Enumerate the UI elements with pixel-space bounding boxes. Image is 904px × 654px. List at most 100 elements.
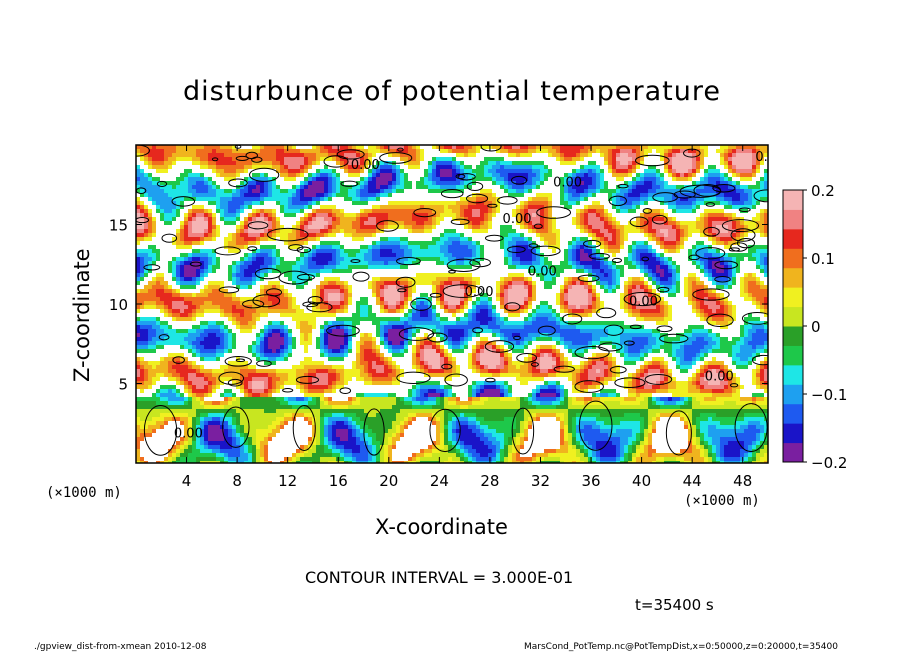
heatmap-cell: [468, 229, 473, 234]
heatmap-cell: [244, 161, 249, 166]
heatmap-cell: [704, 185, 709, 190]
heatmap-cell: [668, 261, 673, 266]
heatmap-cell: [556, 237, 561, 242]
heatmap-cell: [204, 229, 209, 234]
heatmap-cell: [340, 201, 345, 206]
heatmap-cell: [220, 149, 225, 154]
heatmap-cell: [740, 149, 745, 154]
heatmap-cell: [208, 189, 213, 194]
heatmap-cell: [484, 265, 489, 270]
heatmap-cell: [720, 257, 725, 262]
heatmap-cell: [584, 209, 589, 214]
heatmap-cell: [600, 197, 605, 202]
heatmap-cell: [412, 169, 417, 174]
heatmap-cell: [520, 229, 525, 234]
heatmap-cell: [480, 165, 485, 170]
heatmap-cell: [532, 193, 537, 198]
heatmap-cell: [764, 153, 768, 158]
heatmap-cell: [700, 153, 705, 158]
heatmap-cell: [184, 165, 189, 170]
heatmap-cell: [688, 209, 693, 214]
heatmap-cell: [580, 265, 585, 270]
heatmap-cell: [468, 185, 473, 190]
heatmap-cell: [372, 197, 377, 202]
heatmap-cell: [212, 261, 217, 266]
heatmap-cell: [628, 161, 633, 166]
heatmap-cell: [212, 165, 217, 170]
heatmap-cell: [300, 221, 305, 226]
heatmap-cell: [556, 165, 561, 170]
heatmap-cell: [732, 197, 737, 202]
heatmap-cell: [720, 213, 725, 218]
heatmap-cell: [496, 149, 501, 154]
heatmap-cell: [420, 213, 425, 218]
heatmap-cell: [192, 157, 197, 162]
heatmap-cell: [692, 249, 697, 254]
heatmap-cell: [272, 153, 277, 158]
heatmap-cell: [152, 257, 157, 262]
heatmap-cell: [620, 153, 625, 158]
heatmap-cell: [356, 217, 361, 222]
heatmap-cell: [528, 169, 533, 174]
heatmap-cell: [452, 185, 457, 190]
heatmap-cell: [528, 193, 533, 198]
heatmap-cell: [396, 185, 401, 190]
heatmap-cell: [492, 221, 497, 226]
heatmap-cell: [588, 161, 593, 166]
heatmap-cell: [760, 169, 765, 174]
heatmap-cell: [308, 157, 313, 162]
heatmap-cell: [524, 237, 529, 242]
heatmap-cell: [184, 153, 189, 158]
heatmap-cell: [292, 157, 297, 162]
heatmap-cell: [416, 233, 421, 238]
heatmap-cell: [196, 233, 201, 238]
heatmap-cell: [684, 249, 689, 254]
heatmap-cell: [500, 245, 505, 250]
heatmap-cell: [304, 225, 309, 230]
heatmap-cell: [456, 145, 461, 150]
heatmap-cell: [544, 181, 549, 186]
heatmap-cell: [764, 229, 768, 234]
heatmap-cell: [284, 217, 289, 222]
heatmap-cell: [140, 265, 145, 270]
heatmap-cell: [424, 169, 429, 174]
heatmap-cell: [556, 249, 561, 254]
heatmap-cell: [560, 257, 565, 262]
heatmap-cell: [324, 233, 329, 238]
heatmap-cell: [684, 149, 689, 154]
heatmap-cell: [172, 245, 177, 250]
heatmap-cell: [140, 201, 145, 206]
heatmap-cell: [552, 249, 557, 254]
heatmap-cell: [484, 217, 489, 222]
heatmap-cell: [148, 233, 153, 238]
heatmap-cell: [212, 225, 217, 230]
heatmap-cell: [520, 201, 525, 206]
heatmap-cell: [396, 197, 401, 202]
heatmap-cell: [136, 269, 141, 274]
heatmap-cell: [584, 245, 589, 250]
heatmap-cell: [452, 237, 457, 242]
heatmap-cell: [184, 173, 189, 178]
heatmap-cell: [352, 201, 357, 206]
heatmap-cell: [756, 217, 761, 222]
heatmap-cell: [448, 165, 453, 170]
heatmap-cell: [240, 265, 245, 270]
heatmap-cell: [336, 217, 341, 222]
heatmap-cell: [548, 261, 553, 266]
heatmap-cell: [308, 209, 313, 214]
heatmap-cell: [636, 253, 641, 258]
heatmap-cell: [604, 249, 609, 254]
heatmap-cell: [652, 225, 657, 230]
heatmap-cell: [136, 213, 141, 218]
heatmap-cell: [736, 209, 741, 214]
heatmap-cell: [728, 261, 733, 266]
heatmap-cell: [192, 177, 197, 182]
heatmap-cell: [584, 173, 589, 178]
heatmap-cell: [736, 185, 741, 190]
heatmap-cell: [620, 221, 625, 226]
heatmap-cell: [176, 257, 181, 262]
heatmap-cell: [192, 169, 197, 174]
heatmap-cell: [612, 193, 617, 198]
heatmap-cell: [656, 233, 661, 238]
heatmap-cell: [300, 205, 305, 210]
